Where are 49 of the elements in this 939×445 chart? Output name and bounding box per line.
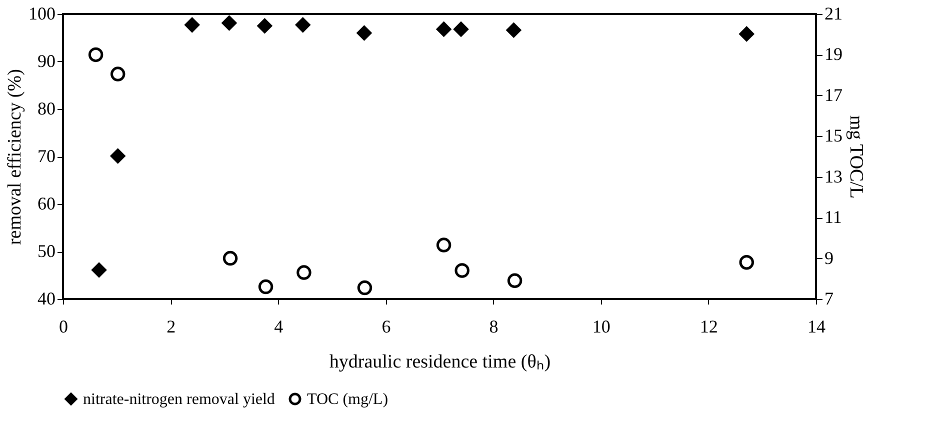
y-tick-label: 50 <box>38 241 56 261</box>
point <box>739 254 754 270</box>
y2-tick-label: 19 <box>824 44 842 64</box>
point <box>507 273 522 288</box>
x-tick-label: 4 <box>274 316 284 336</box>
point <box>296 265 312 280</box>
y2-tick-label: 9 <box>824 248 834 268</box>
point <box>222 16 237 30</box>
point <box>184 18 200 32</box>
y-tick-label: 80 <box>38 98 56 118</box>
y2-tick-label: 15 <box>824 126 842 146</box>
point <box>436 22 452 37</box>
point <box>222 250 238 266</box>
y-tick-label: 100 <box>28 4 56 24</box>
x-tick-label: 14 <box>808 316 826 336</box>
point <box>356 26 372 40</box>
point <box>110 66 126 82</box>
y-tick-label: 90 <box>38 51 56 71</box>
legend-label: nitrate-nitrogen removal yield <box>83 391 275 408</box>
y-tick-label: 40 <box>38 288 56 308</box>
point <box>258 279 274 294</box>
point <box>92 262 106 278</box>
point <box>436 238 452 252</box>
y2-tick-label: 11 <box>824 207 842 228</box>
y2-tick-label: 17 <box>824 84 842 105</box>
x-tick-label: 10 <box>592 316 610 336</box>
x-tick-label: 6 <box>382 316 391 336</box>
point <box>454 22 468 37</box>
x-tick-label: 8 <box>489 316 498 336</box>
y-axis-title: removal efficiency (%) <box>4 69 26 245</box>
point <box>506 22 522 38</box>
y2-tick-label: 7 <box>824 288 834 308</box>
point <box>257 18 272 34</box>
x-tick-label: 0 <box>59 316 68 336</box>
point <box>296 18 310 32</box>
y2-axis-title: mg TOC/L <box>846 115 866 199</box>
point <box>454 263 470 278</box>
y-tick-label: 70 <box>38 146 56 166</box>
legend-label: TOC (mg/L) <box>307 391 388 408</box>
x-tick-label: 2 <box>166 316 176 336</box>
x-tick-label: 12 <box>700 316 718 336</box>
point <box>357 280 372 296</box>
point <box>110 148 126 164</box>
point <box>88 47 104 62</box>
y2-tick-label: 21 <box>824 4 842 24</box>
y2-tick-label: 13 <box>824 166 842 186</box>
x-axis-title: hydraulic residence time (θₕ) <box>329 352 551 372</box>
point <box>739 26 754 42</box>
y-tick-label: 60 <box>38 194 56 214</box>
